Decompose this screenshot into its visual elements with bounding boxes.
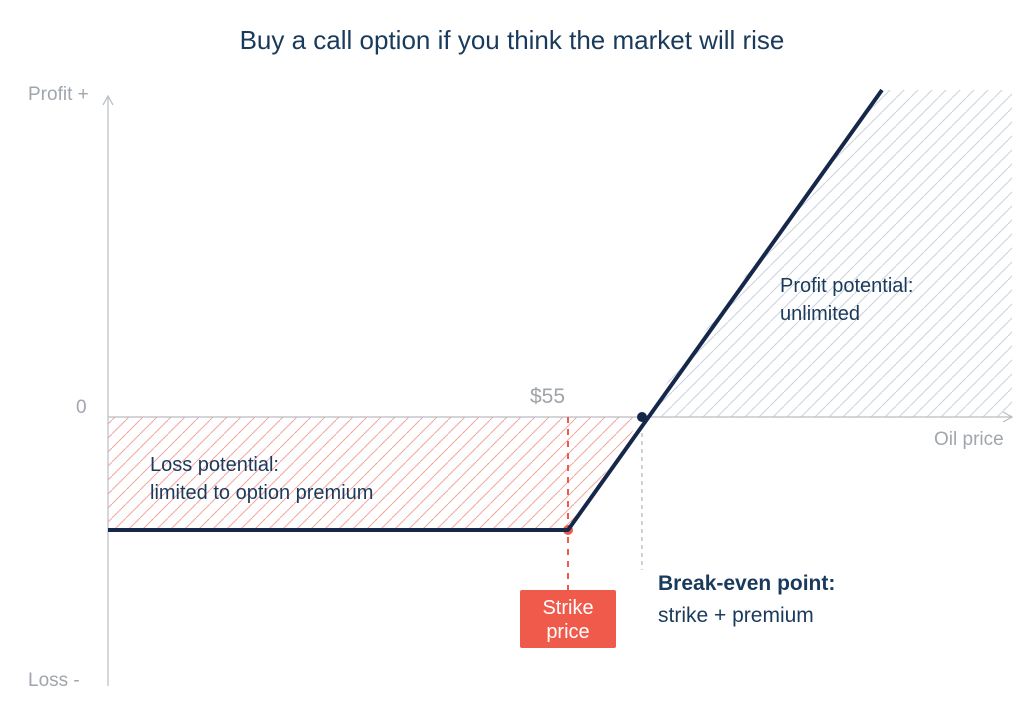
x-axis-label: Oil price <box>934 429 1004 450</box>
chart-title: Buy a call option if you think the marke… <box>0 25 1024 56</box>
profit-label-line1: Profit potential: <box>780 275 913 297</box>
breakeven-label-line1: Break-even point: <box>658 572 835 595</box>
profit-region <box>642 90 1012 417</box>
strike-box-text1: Strike <box>542 597 593 619</box>
profit-label-line2: unlimited <box>780 303 860 325</box>
y-axis-label-bottom: Loss - <box>28 670 80 691</box>
y-axis-label-top: Profit + <box>28 84 89 105</box>
payoff-chart: Profit + Loss - 0 Oil price $55 Loss potentia… <box>0 0 1024 708</box>
loss-label-line2: limited to option premium <box>150 482 373 504</box>
strike-value-label: $55 <box>530 385 565 408</box>
strike-box-text2: price <box>546 621 589 643</box>
breakeven-label-line2: strike + premium <box>658 604 814 627</box>
loss-label-line1: Loss potential: <box>150 454 279 476</box>
chart-root: Buy a call option if you think the marke… <box>0 0 1024 708</box>
y-zero-label: 0 <box>76 397 87 418</box>
